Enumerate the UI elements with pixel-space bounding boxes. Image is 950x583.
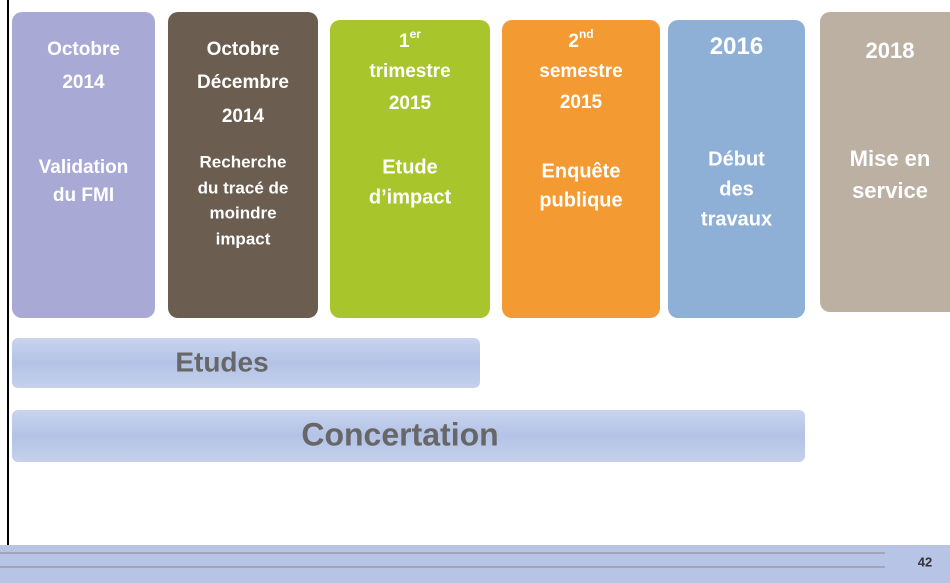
- card-date-sup: nd: [579, 27, 594, 41]
- card-date: Octobre: [207, 39, 280, 60]
- card-date-text: semestre: [539, 61, 622, 82]
- card-label: moindre: [209, 203, 276, 222]
- card-label: publique: [539, 189, 622, 211]
- card-date: 1er: [399, 27, 421, 52]
- card-date-text: Décembre: [197, 72, 289, 93]
- card-date-sup: er: [410, 27, 422, 41]
- card-label: Validation: [39, 157, 129, 178]
- card-date-text: 2015: [389, 93, 432, 114]
- phase-bar: [12, 338, 480, 388]
- card-date: 2014: [222, 106, 265, 127]
- card-date: Décembre: [197, 72, 289, 93]
- card-label: du FMI: [53, 185, 114, 206]
- timeline-card: [502, 20, 660, 318]
- card-date-text: Octobre: [207, 39, 280, 60]
- card-date-text: 2014: [62, 72, 105, 93]
- card-date-text: 2014: [222, 106, 265, 127]
- card-label: du tracé de: [198, 178, 289, 197]
- card-date-text: 2: [568, 31, 579, 52]
- phase-label: Etudes: [175, 346, 268, 377]
- timeline-card: [12, 12, 155, 318]
- card-date-text: 2018: [866, 38, 915, 63]
- card-label: Mise en: [850, 146, 931, 171]
- phase-bar: [12, 410, 805, 462]
- card-date-text: Octobre: [47, 39, 120, 60]
- card-date-text: trimestre: [369, 61, 450, 82]
- footer-band: [0, 545, 950, 583]
- card-label: des: [719, 178, 753, 200]
- card-date: semestre: [539, 61, 622, 82]
- card-label: Début: [708, 148, 765, 170]
- page-number: 42: [918, 554, 932, 569]
- card-label: Enquête: [542, 160, 621, 182]
- phase-label: Concertation: [301, 416, 498, 452]
- card-label: d’impact: [369, 186, 452, 208]
- timeline-card: [820, 12, 950, 312]
- card-date: 2015: [560, 92, 603, 113]
- card-date: 2014: [62, 72, 105, 93]
- timeline-card: [330, 20, 490, 318]
- card-date: 2015: [389, 93, 432, 114]
- card-date: 2nd: [568, 27, 593, 52]
- card-date-text: 1: [399, 31, 410, 52]
- card-date-text: 2016: [710, 33, 763, 60]
- timeline-card: [168, 12, 318, 318]
- card-label: impact: [216, 229, 271, 248]
- card-date: trimestre: [369, 61, 450, 82]
- card-label: travaux: [701, 208, 772, 230]
- card-date: 2016: [710, 33, 763, 60]
- card-date: 2018: [866, 38, 915, 63]
- timeline-card: [668, 20, 805, 318]
- card-label: Etude: [382, 156, 438, 178]
- card-date: Octobre: [47, 39, 120, 60]
- card-label: service: [852, 178, 928, 203]
- card-label: Recherche: [200, 152, 287, 171]
- card-date-text: 2015: [560, 92, 603, 113]
